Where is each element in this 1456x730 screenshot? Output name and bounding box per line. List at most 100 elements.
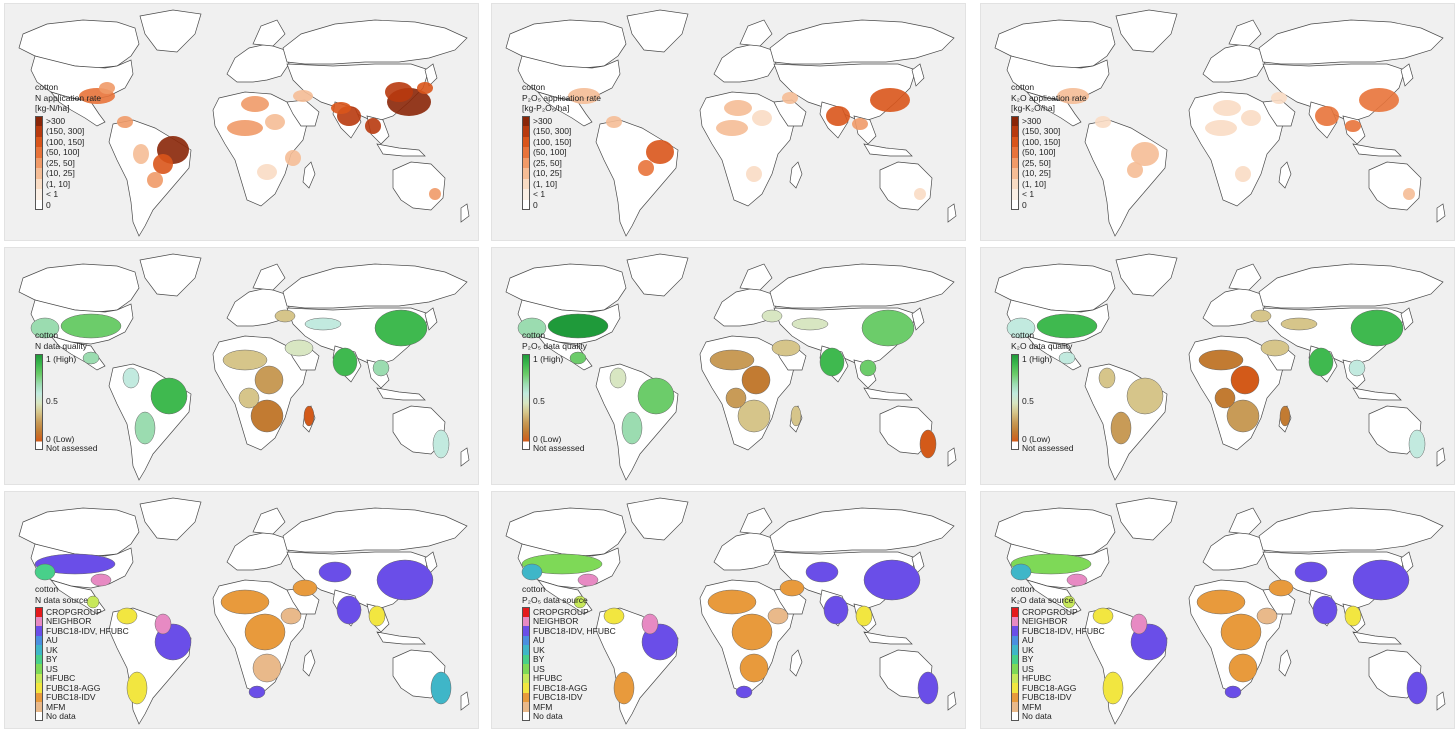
- legend-label: 0: [1022, 199, 1027, 210]
- quality-scale: 1 (High) 0.5 0 (Low) Not assessed: [522, 354, 587, 453]
- quality-region: [621, 411, 643, 445]
- land-madagascar: [789, 161, 803, 189]
- quality-label-high: 1 (High): [46, 354, 77, 364]
- land-russia: [769, 19, 955, 65]
- map-canvas: [505, 9, 957, 237]
- source-region: [641, 613, 659, 635]
- rate-cell: [147, 172, 163, 188]
- legend-swatch: [35, 683, 43, 693]
- legend-entry: (1, 10]: [1011, 178, 1087, 189]
- land-russia: [282, 507, 468, 553]
- legend-entry: US: [35, 664, 129, 674]
- rate-cell: [870, 88, 910, 112]
- legend-label: HFUBC: [533, 673, 563, 683]
- rate-cell: [1271, 92, 1287, 104]
- legend-swatch: [522, 607, 530, 617]
- map-canvas: [994, 9, 1446, 237]
- source-region: [779, 579, 805, 597]
- land-madagascar: [1278, 161, 1292, 189]
- legend-title-line: cotton: [522, 82, 546, 92]
- data-overlay: [568, 88, 926, 200]
- land-samerica: [1084, 119, 1168, 237]
- rate-cell: [1057, 88, 1089, 104]
- rate-cell: [227, 120, 263, 136]
- source-region: [34, 553, 116, 575]
- legend-swatch: [522, 683, 530, 693]
- legend-label: (100, 150]: [46, 136, 85, 147]
- rate-cell: [914, 188, 926, 200]
- source-region: [1196, 589, 1246, 615]
- land-indonesia: [376, 631, 426, 645]
- quality-region: [1214, 387, 1236, 409]
- legend-swatch: [522, 626, 530, 636]
- source-region: [805, 561, 839, 583]
- legend-label: FUBC18-IDV, HFUBC: [46, 625, 129, 636]
- legend-label: UK: [1022, 644, 1034, 655]
- land-nz: [460, 203, 470, 223]
- legend-label: < 1: [533, 189, 546, 199]
- legend-entry: (10, 25]: [35, 168, 101, 179]
- quality-region: [222, 349, 268, 371]
- land-samerica: [595, 119, 679, 237]
- legend-label: MFM: [533, 701, 553, 712]
- land-scand: [1228, 507, 1262, 535]
- legend-title-line: cotton: [35, 330, 59, 340]
- rate-cell: [568, 88, 600, 104]
- quality-label-none: Not assessed: [46, 443, 98, 453]
- data-overlay: [34, 553, 452, 705]
- legend-label: FUBC18-IDV: [1022, 692, 1072, 702]
- legend-label: NEIGHBOR: [533, 616, 579, 626]
- land-greenland: [1115, 497, 1178, 541]
- land-europe: [1202, 43, 1266, 83]
- legend-title-line: P₂O₅ data source: [522, 594, 588, 605]
- source-region: [90, 573, 112, 587]
- rate-cell: [241, 96, 269, 112]
- source-region: [1010, 563, 1032, 581]
- legend-title-line: cotton: [35, 584, 59, 594]
- land-russia: [1258, 19, 1444, 65]
- legend-rows: >300 (150, 300] (100, 150] (50, 100] (25, 50…: [1011, 115, 1087, 210]
- legend-swatch: [1011, 199, 1019, 210]
- quality-region: [1226, 399, 1260, 433]
- rate-cell: [133, 144, 149, 164]
- legend-entry: (25, 50]: [1011, 157, 1087, 168]
- legend-entry: 0: [522, 199, 601, 210]
- legend-title: cotton K₂O application rate [kg-K₂O/ha]: [1011, 82, 1087, 114]
- land-indonesia: [863, 631, 913, 645]
- legend-entry: FUBC18-AGG: [35, 683, 129, 693]
- land-japan: [1400, 307, 1414, 331]
- legend-label: (10, 25]: [533, 168, 562, 178]
- quality-region: [517, 317, 547, 339]
- quality-label-low: 0 (Low): [46, 434, 75, 444]
- legend-swatch: [35, 626, 43, 636]
- quality-legend: cotton P₂O₅ data quality 1 (High) 0.5 0 (Low…: [522, 330, 587, 453]
- legend-entry: (10, 25]: [1011, 168, 1087, 179]
- legend-entry: (1, 10]: [522, 178, 601, 189]
- legend-title-line: cotton: [522, 330, 546, 340]
- quality-region: [238, 387, 260, 409]
- quality-region: [1198, 349, 1244, 371]
- legend-entry: >300: [522, 115, 601, 126]
- source-region: [86, 595, 100, 609]
- quality-region: [1230, 365, 1260, 395]
- land-usa: [517, 55, 621, 101]
- land-japan: [424, 307, 438, 331]
- map-canvas: [18, 497, 470, 725]
- source-region: [1294, 561, 1328, 583]
- quality-region: [609, 367, 627, 389]
- legend-swatch: [1011, 178, 1019, 189]
- data-overlay: [521, 553, 939, 705]
- quality-region: [150, 377, 188, 415]
- legend-swatch: [1011, 635, 1019, 645]
- source-region: [368, 605, 386, 627]
- quality-region: [919, 429, 937, 459]
- land-mexico: [537, 91, 593, 127]
- source-region: [917, 671, 939, 705]
- legend-swatch: [1011, 136, 1019, 147]
- legend-entry: 0: [35, 199, 101, 210]
- quality-colorbar: [1011, 354, 1019, 450]
- quality-region: [1006, 317, 1036, 339]
- quality-region: [1350, 309, 1404, 347]
- rate-cell: [285, 150, 301, 166]
